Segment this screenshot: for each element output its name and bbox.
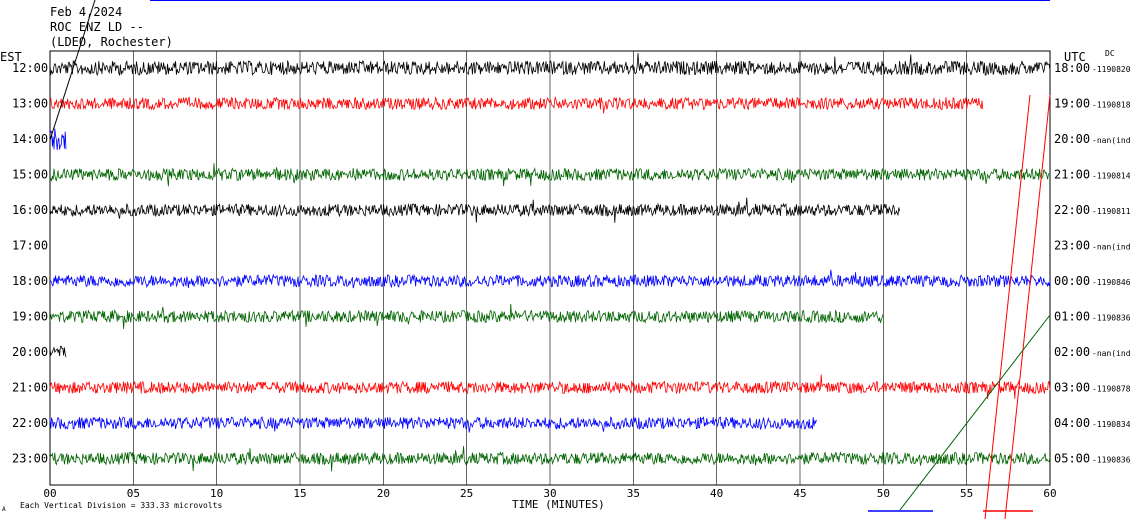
trace-1600: [49, 197, 900, 223]
dc-offset-label: -nan(ind): [1092, 243, 1130, 252]
dc-offset-label: -1190834: [1092, 420, 1130, 429]
right-timezone-label: UTC: [1064, 50, 1086, 64]
trace-2300: [49, 445, 1051, 472]
dc-offset-label: -nan(ind): [1092, 136, 1130, 145]
utc-hour-label: 00:00: [1054, 274, 1090, 288]
x-tick-label: 20: [377, 487, 390, 500]
est-hour-label: 20:00: [12, 345, 48, 359]
dc-offset-label: -1190811: [1092, 207, 1130, 216]
trace-2100: [49, 374, 1051, 400]
trace-2000: [49, 345, 67, 358]
diagonal-red-1: [984, 94, 1031, 519]
dc-offset-label: -1190818: [1092, 101, 1130, 110]
utc-hour-label: 03:00: [1054, 381, 1090, 395]
est-hour-label: 17:00: [12, 239, 48, 253]
x-tick-label: 40: [710, 487, 723, 500]
est-hour-label: 21:00: [12, 381, 48, 395]
x-tick-label: 00: [43, 487, 56, 500]
utc-hour-labels: 18:00-119082019:00-119081820:00-nan(ind)…: [1054, 61, 1130, 466]
dc-offset-label: -1190814: [1092, 172, 1130, 181]
utc-hour-label: 01:00: [1054, 310, 1090, 324]
x-tick-label: 30: [543, 487, 556, 500]
x-tick-label: 45: [793, 487, 806, 500]
est-hour-label: 23:00: [12, 452, 48, 466]
trace-1500: [49, 163, 1051, 187]
diagonal-green: [899, 314, 1051, 511]
x-tick-label: 15: [293, 487, 306, 500]
utc-hour-label: 02:00: [1054, 345, 1090, 359]
diagonal-black: [49, 0, 96, 141]
utc-hour-label: 21:00: [1054, 168, 1090, 182]
scale-mark: A: [2, 506, 6, 513]
x-tick-label: 10: [210, 487, 223, 500]
dc-offset-label: -1190846: [1092, 278, 1130, 287]
trace-1900: [49, 303, 884, 330]
x-tick-label: 05: [127, 487, 140, 500]
est-hour-label: 14:00: [12, 132, 48, 146]
est-hour-label: 16:00: [12, 203, 48, 217]
est-hour-label: 13:00: [12, 97, 48, 111]
x-tick-label: 35: [627, 487, 640, 500]
x-tick-label: 60: [1043, 487, 1056, 500]
scale-note: Each Vertical Division = 333.33 microvol…: [20, 501, 222, 510]
est-hour-labels: 12:00 13:00 14:00 15:00 16:00 17:00 18:00 19:00…: [12, 61, 48, 466]
dc-offset-label: -1190878: [1092, 385, 1130, 394]
x-tick-label: 25: [460, 487, 473, 500]
utc-hour-label: 05:00: [1054, 452, 1090, 466]
utc-hour-label: 23:00: [1054, 239, 1090, 253]
left-timezone-label: EST: [0, 50, 22, 64]
est-hour-label: 12:00: [12, 61, 48, 75]
diagonal-red-2: [1004, 94, 1051, 519]
dc-offset-label: -1190820: [1092, 65, 1130, 74]
utc-hour-label: 19:00: [1054, 97, 1090, 111]
dc-offset-label: -1190836: [1092, 456, 1130, 465]
trace-1300: [49, 96, 984, 114]
est-hour-label: 19:00: [12, 310, 48, 324]
x-tick-label: 50: [877, 487, 890, 500]
dc-label: DC: [1105, 49, 1115, 58]
trace-1800: [49, 269, 1051, 289]
seismic-traces: [49, 53, 1051, 472]
x-axis-label: TIME (MINUTES): [512, 498, 605, 511]
dc-offset-label: -1190836: [1092, 314, 1130, 323]
diagonal-lines: [49, 0, 1051, 519]
est-hour-label: 18:00: [12, 274, 48, 288]
header-station: ROC ENZ LD --: [50, 20, 144, 34]
header-date: Feb 4,2024: [50, 5, 122, 19]
utc-hour-label: 22:00: [1054, 203, 1090, 217]
utc-hour-label: 20:00: [1054, 132, 1090, 146]
est-hour-label: 15:00: [12, 168, 48, 182]
x-tick-label: 55: [960, 487, 973, 500]
trace-1400: [49, 128, 67, 151]
header-network: (LDEO, Rochester): [50, 35, 173, 49]
grid-lines: [49, 51, 1051, 485]
est-hour-label: 22:00: [12, 416, 48, 430]
utc-hour-label: 04:00: [1054, 416, 1090, 430]
trace-1200: [49, 53, 1051, 77]
x-tick-labels: 00 05 10 15 20 25 30 35 40 45 50 55 60: [43, 487, 1056, 500]
trace-2200: [49, 415, 817, 433]
utc-hour-label: 18:00: [1054, 61, 1090, 75]
dc-offset-label: -nan(ind): [1092, 349, 1130, 358]
